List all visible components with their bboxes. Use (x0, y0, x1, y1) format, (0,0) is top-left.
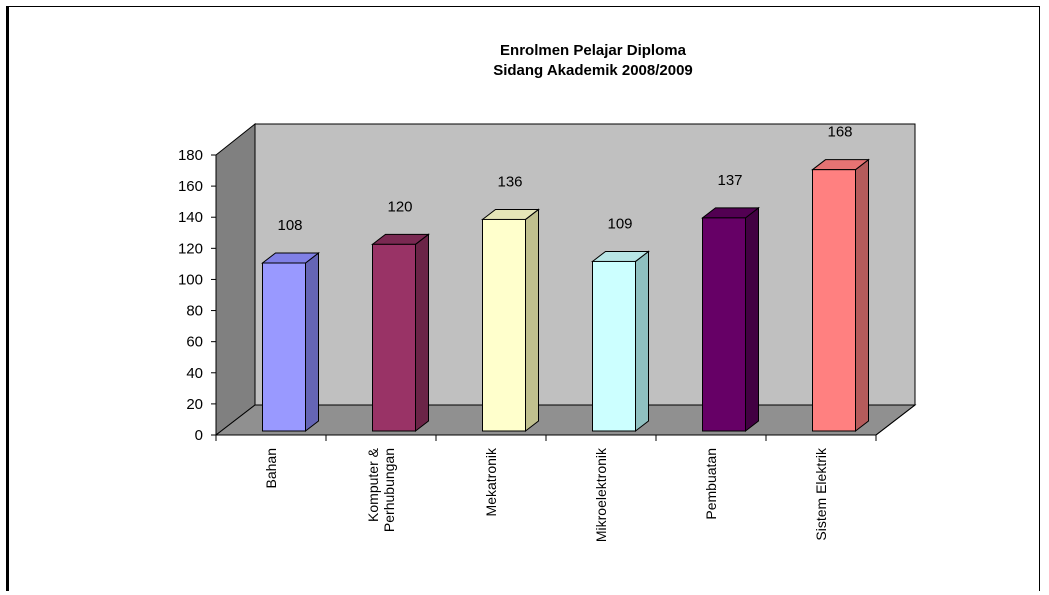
bar (591, 250, 650, 433)
bar-side (415, 233, 429, 433)
y-tick-label: 40 (186, 365, 203, 382)
category-label-line: Pembuatan (703, 448, 719, 520)
chart-walls (214, 122, 917, 437)
category-labels: Bahan Komputer & Perhubungan Mekatronik Mikr… (263, 447, 829, 542)
category-label-line: Komputer & (365, 447, 381, 522)
data-label: 137 (717, 172, 742, 189)
y-tick-label: 80 (186, 303, 203, 320)
y-tick-label: 60 (186, 334, 203, 351)
bar (701, 206, 760, 433)
bar-side (635, 250, 649, 433)
bar-front (592, 260, 636, 432)
side-wall (215, 122, 256, 437)
y-tick-label: 20 (186, 396, 203, 413)
x-ticks (215, 435, 877, 441)
category-label: Bahan (263, 448, 279, 488)
bar-side (745, 206, 759, 433)
category-label-line: Sistem Elektrik (813, 447, 829, 541)
category-label-line: Bahan (263, 448, 279, 488)
bar-side (525, 208, 539, 433)
data-labels: 108 120 136 109 137 168 (277, 124, 852, 234)
y-ticks: 0 20 40 60 80 100 120 140 160 180 (178, 147, 216, 444)
data-label: 136 (497, 173, 522, 190)
bar-side (305, 251, 319, 433)
bar-front (262, 262, 306, 432)
bar-side (855, 158, 869, 433)
y-tick-label: 120 (178, 240, 203, 257)
category-label: Mikroelektronik (593, 447, 609, 542)
category-label: Sistem Elektrik (813, 447, 829, 541)
data-label: 108 (277, 217, 302, 234)
data-label: 109 (607, 215, 632, 232)
floor-front-edge (875, 404, 916, 436)
bar (371, 233, 430, 433)
category-label: Komputer & Perhubungan (365, 447, 397, 532)
bar-front (812, 169, 856, 432)
data-label: 120 (387, 198, 412, 215)
bar-front (702, 217, 746, 432)
chart-frame: 0 20 40 60 80 100 120 140 160 180 108 120 136 109 137… (6, 6, 1040, 591)
bar (261, 251, 320, 433)
bar-front (372, 243, 416, 432)
bars (261, 158, 870, 433)
data-label: 168 (827, 124, 852, 141)
category-label: Mekatronik (483, 447, 499, 516)
y-tick-label: 160 (178, 178, 203, 195)
category-label-line: Mekatronik (483, 447, 499, 516)
chart-title-line-2: Sidang Akademik 2008/2009 (493, 62, 693, 79)
category-label-line: Mikroelektronik (593, 447, 609, 542)
y-tick-label: 100 (178, 271, 203, 288)
bar (481, 208, 540, 433)
chart-title-line-1: Enrolmen Pelajar Diploma (500, 42, 687, 59)
floor (214, 404, 917, 436)
y-tick-label: 0 (195, 427, 203, 444)
y-tick-label: 140 (178, 209, 203, 226)
category-label: Pembuatan (703, 448, 719, 520)
category-label-line: Perhubungan (381, 448, 397, 532)
column-chart-3d: 0 20 40 60 80 100 120 140 160 180 108 120 136 109 137… (178, 42, 917, 542)
y-tick-label: 180 (178, 147, 203, 164)
bar (811, 158, 870, 433)
bar-front (482, 218, 526, 432)
